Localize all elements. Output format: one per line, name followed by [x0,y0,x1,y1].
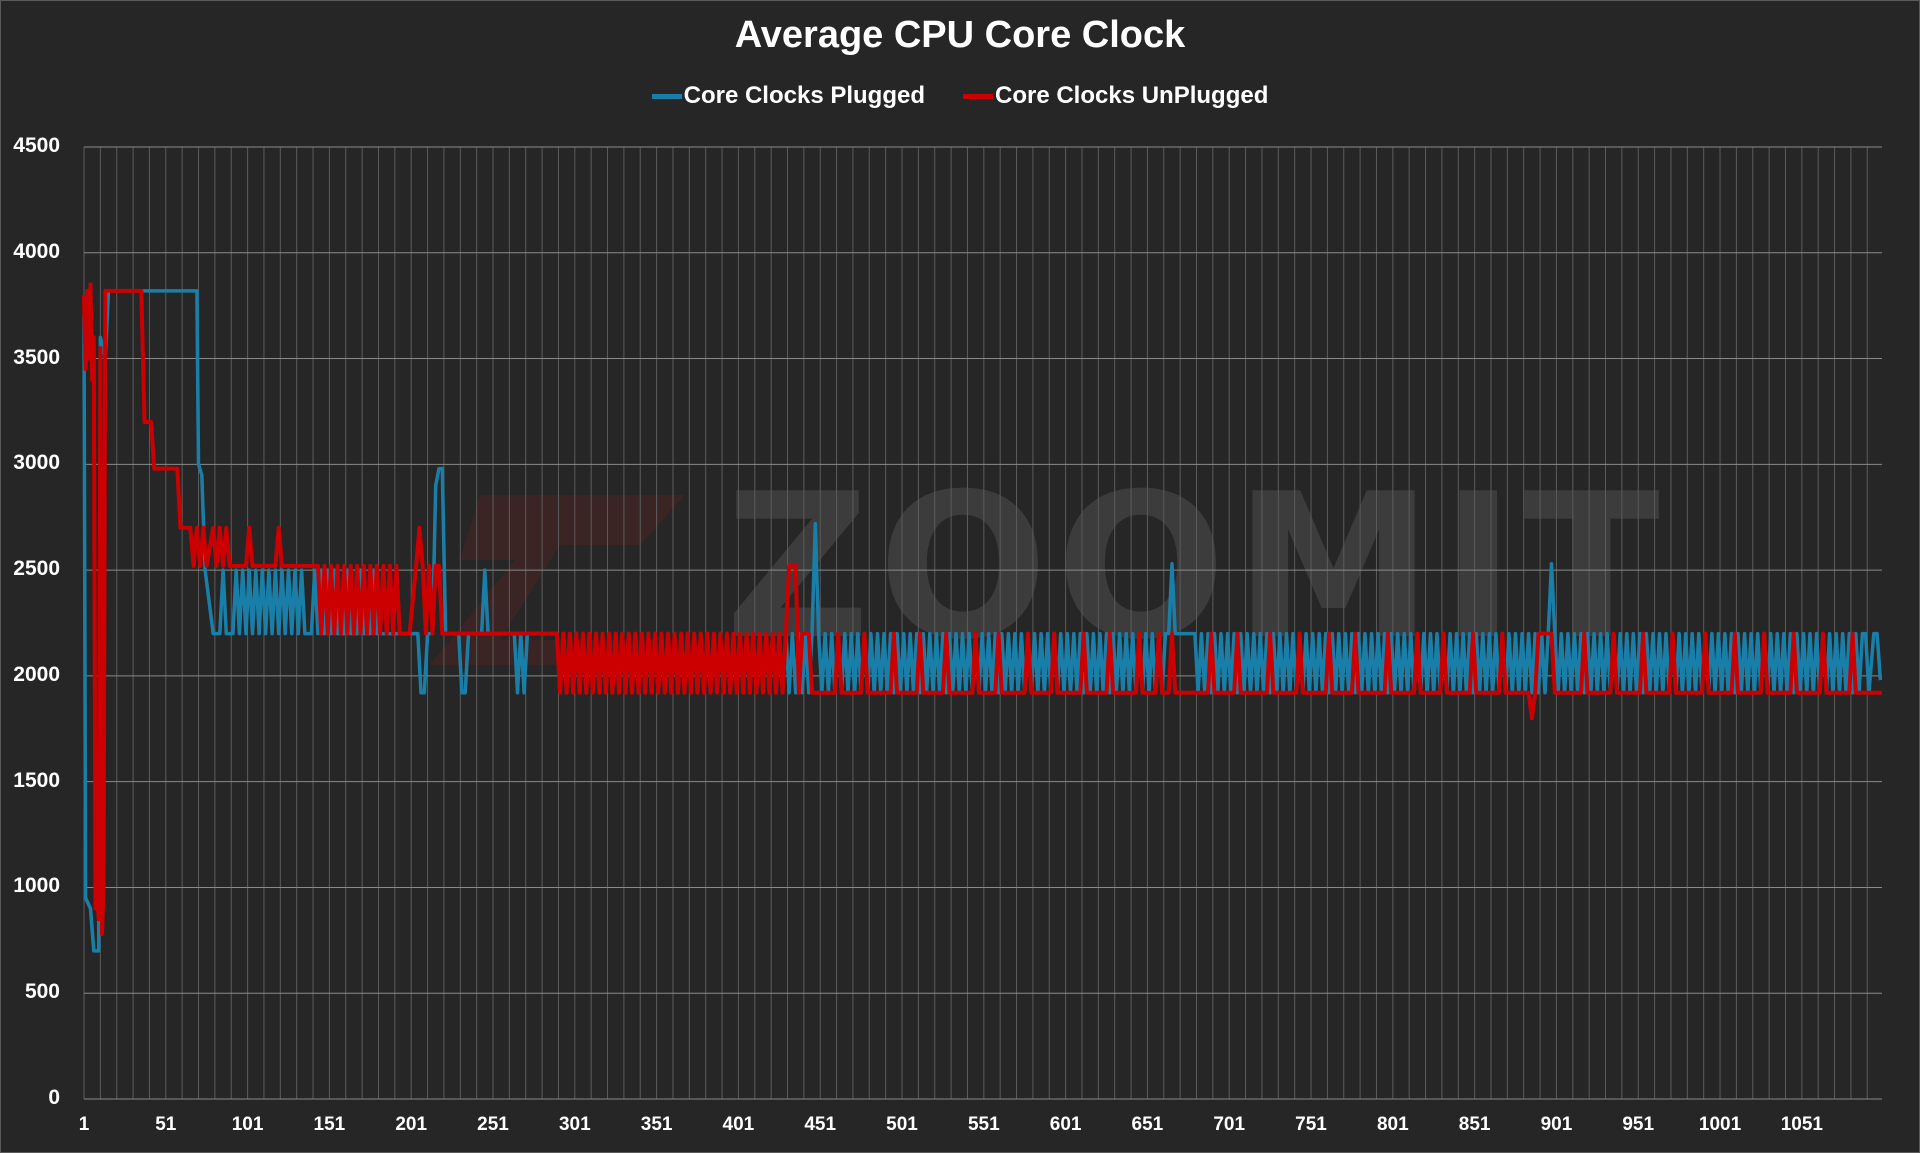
x-tick-label: 201 [395,1114,428,1135]
x-tick-label: 951 [1622,1114,1655,1135]
series-line-unplugged [82,282,1882,936]
y-tick-label: 1500 [13,768,60,792]
x-tick-label: 1 [78,1114,90,1135]
watermark-logo-icon [430,495,685,665]
legend-label-plugged: Core Clocks Plugged [683,82,925,109]
legend-item-unplugged: Core Clocks UnPlugged [963,82,1268,110]
x-tick-label: 701 [1213,1114,1246,1135]
y-tick-label: 0 [48,1086,60,1109]
y-tick-label: 4500 [13,134,60,157]
chart-title: Average CPU Core Clock [734,14,1186,56]
y-tick-label: 500 [24,980,60,1004]
x-tick-label: 1051 [1780,1114,1823,1135]
y-tick-label: 2000 [13,662,60,686]
x-tick-label: 551 [967,1114,1000,1135]
y-tick-label: 3500 [13,345,60,369]
legend-item-plugged: Core Clocks Plugged [651,82,925,110]
legend: Core Clocks Plugged Core Clocks UnPlugge… [0,82,1920,110]
y-tick-label: 3000 [13,451,60,475]
x-tick-label: 251 [477,1114,509,1135]
x-tick-label: 651 [1131,1114,1164,1135]
y-tick-label: 4000 [13,239,60,263]
x-tick-label: 401 [722,1114,755,1135]
legend-swatch-plugged [651,93,682,99]
x-tick-label: 101 [231,1114,264,1135]
y-tick-label: 2500 [13,557,60,581]
x-tick-label: 151 [313,1114,346,1135]
x-tick-label: 901 [1540,1114,1573,1135]
x-tick-label: 851 [1458,1114,1491,1135]
x-tick-label: 751 [1295,1114,1327,1135]
x-tick-label: 601 [1049,1114,1082,1135]
x-tick-label: 351 [640,1114,673,1135]
legend-swatch-unplugged [963,93,993,99]
legend-label-unplugged: Core Clocks UnPlugged [995,82,1269,109]
x-tick-label: 451 [804,1114,837,1135]
x-tick-label: 501 [886,1114,918,1135]
series-layer [82,282,1883,953]
x-tick-label: 51 [155,1114,177,1135]
x-tick-label: 301 [558,1114,591,1135]
x-tick-label: 1001 [1698,1114,1742,1135]
y-tick-label: 1000 [13,874,60,898]
x-tick-label: 801 [1376,1114,1409,1135]
